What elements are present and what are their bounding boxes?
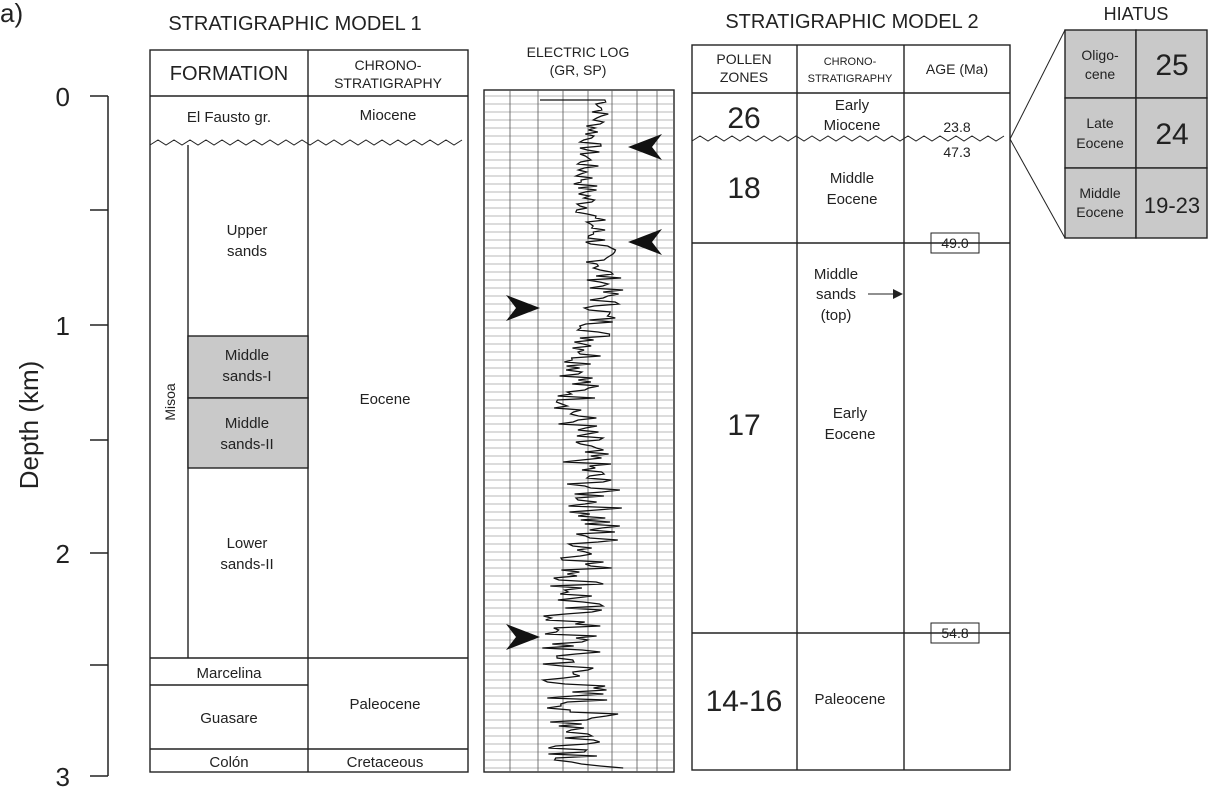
early-miocene-1: Early xyxy=(835,97,870,114)
hiatus-row3-epoch-2: Eocene xyxy=(1076,204,1124,220)
model2-title: STRATIGRAPHIC MODEL 2 xyxy=(725,11,978,33)
zone-18: 18 xyxy=(727,172,760,205)
marcelina-label: Marcelina xyxy=(196,665,262,682)
age-47-3: 47.3 xyxy=(943,144,970,160)
middle-sands-top-3: (top) xyxy=(821,307,852,324)
model2: STRATIGRAPHIC MODEL 2 POLLEN ZONES CHRON… xyxy=(691,11,1011,771)
paleocene-label-m2: Paleocene xyxy=(815,691,886,708)
depth-tick-3: 3 xyxy=(56,762,70,790)
depth-axis: 0 1 2 3 Depth (km) xyxy=(14,82,109,790)
upper-sands-2: sands xyxy=(227,243,267,260)
middle-sands-ii-2: sands-II xyxy=(220,436,273,453)
age-23-8: 23.8 xyxy=(943,119,970,135)
upper-sands-1: Upper xyxy=(227,222,268,239)
age-49-0: 49.0 xyxy=(941,235,968,251)
hiatus-row3-zone: 19-23 xyxy=(1144,193,1200,218)
zone-17: 17 xyxy=(727,409,760,442)
lower-sands-2: sands-II xyxy=(220,556,273,573)
hiatus-title: HIATUS xyxy=(1104,4,1169,24)
log-trace xyxy=(540,99,624,769)
depth-tick-1: 1 xyxy=(56,311,70,341)
middle-sands-arrow xyxy=(893,289,903,299)
model2-col-pollen-1: POLLEN xyxy=(716,51,771,67)
middle-sands-ii-box xyxy=(187,397,309,469)
age-54-8: 54.8 xyxy=(941,625,968,641)
model1-col-chrono-2: STRATIGRAPHY xyxy=(334,75,443,91)
zone-26: 26 xyxy=(727,102,760,135)
log-arrow-1 xyxy=(628,134,662,160)
model1-col-formation: FORMATION xyxy=(170,63,289,85)
depth-tick-0: 0 xyxy=(56,82,70,112)
hiatus-row2-epoch-1: Late xyxy=(1086,115,1113,131)
hiatus-row3-epoch-1: Middle xyxy=(1079,185,1120,201)
log-title-1: ELECTRIC LOG xyxy=(527,44,630,60)
depth-tick-2: 2 xyxy=(56,539,70,569)
model1-title: STRATIGRAPHIC MODEL 1 xyxy=(168,13,421,35)
log-grid xyxy=(484,90,674,772)
depth-axis-label: Depth (km) xyxy=(14,361,44,490)
log-arrow-4 xyxy=(506,624,540,650)
hiatus-row1-epoch-1: Oligo- xyxy=(1081,47,1119,63)
paleocene-label-m1: Paleocene xyxy=(350,696,421,713)
log-title-2: (GR, SP) xyxy=(550,62,607,78)
el-fausto-label: El Fausto gr. xyxy=(187,109,271,126)
model1: STRATIGRAPHIC MODEL 1 FORMATION CHRONO- … xyxy=(149,13,469,773)
early-eocene-2: Eocene xyxy=(825,426,876,443)
colon-label: Colón xyxy=(209,754,248,771)
hiatus-box: HIATUS Oligo- cene 25 Late Eocene 24 Mid… xyxy=(1009,4,1208,239)
log-arrow-2 xyxy=(628,229,662,255)
model2-col-pollen-2: ZONES xyxy=(720,69,768,85)
hiatus-row1-zone: 25 xyxy=(1155,49,1188,82)
middle-sands-top-2: sands xyxy=(816,286,856,303)
middle-eocene-2: Eocene xyxy=(827,191,878,208)
panel-label: a) xyxy=(0,0,23,28)
eocene-label: Eocene xyxy=(360,391,411,408)
middle-eocene-1: Middle xyxy=(830,170,874,187)
misoa-label: Misoa xyxy=(162,383,178,421)
early-miocene-2: Miocene xyxy=(824,117,881,134)
model2-col-age: AGE (Ma) xyxy=(926,61,988,77)
early-eocene-1: Early xyxy=(833,405,868,422)
guasare-label: Guasare xyxy=(200,710,258,727)
hiatus-row1-epoch-2: cene xyxy=(1085,66,1116,82)
middle-sands-i-box xyxy=(187,335,309,399)
model2-col-chrono-1: CHRONO- xyxy=(824,56,877,68)
model2-col-chrono-2: STRATIGRAPHY xyxy=(808,73,893,85)
hiatus-row2-epoch-2: Eocene xyxy=(1076,135,1124,151)
electric-log: ELECTRIC LOG (GR, SP) xyxy=(483,44,675,773)
middle-sands-i-1: Middle xyxy=(225,347,269,364)
hiatus-row2-zone: 24 xyxy=(1155,118,1188,151)
cretaceous-label: Cretaceous xyxy=(347,754,424,771)
miocene-label: Miocene xyxy=(360,107,417,124)
log-arrow-3 xyxy=(506,295,540,321)
middle-sands-i-2: sands-I xyxy=(222,368,271,385)
lower-sands-1: Lower xyxy=(227,535,268,552)
zone-14-16: 14-16 xyxy=(706,685,783,718)
model1-col-chrono-1: CHRONO- xyxy=(355,57,422,73)
middle-sands-ii-1: Middle xyxy=(225,415,269,432)
middle-sands-top-1: Middle xyxy=(814,266,858,283)
